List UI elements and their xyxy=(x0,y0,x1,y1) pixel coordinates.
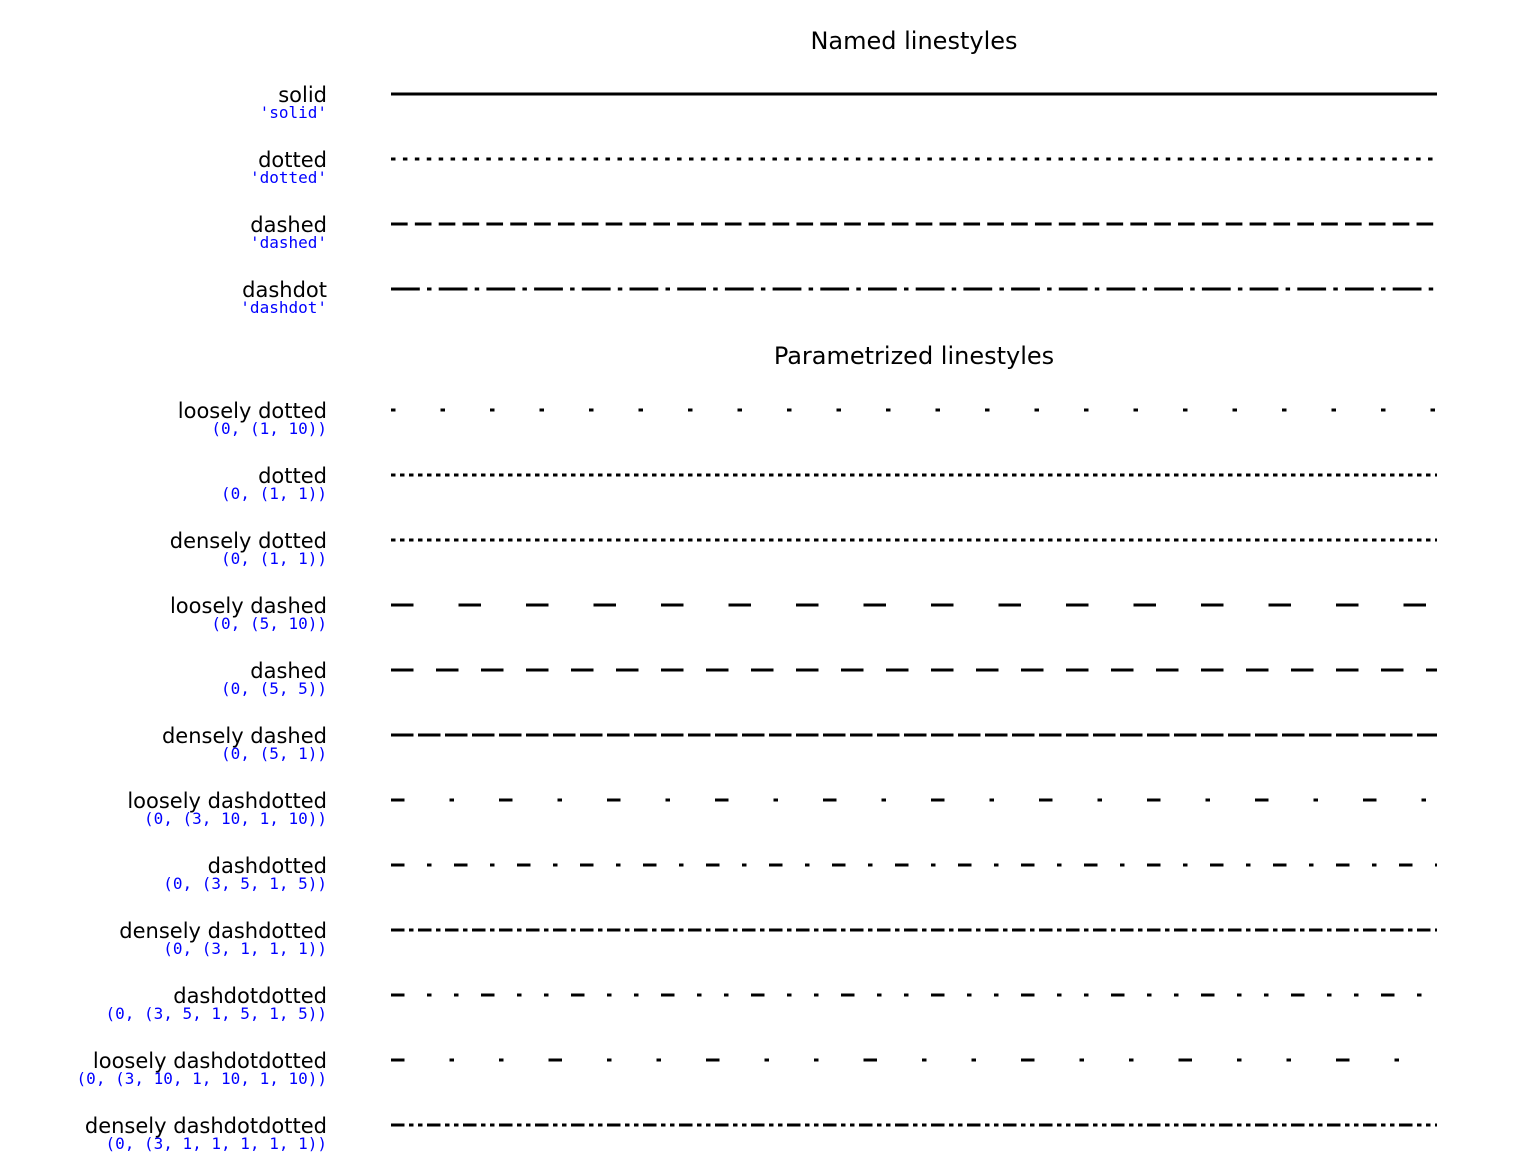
named-dotted-label: dotted xyxy=(258,148,327,172)
param-dashdotdotted-spec: (0, (3, 5, 1, 5, 1, 5)) xyxy=(105,1004,327,1023)
param-loosely-dotted-spec: (0, (1, 10)) xyxy=(211,419,327,438)
linestyle-rows: solid'solid'dotted'dotted'dashed'dashed'… xyxy=(77,83,1437,1153)
param-densely-dashdotdotted-label: densely dashdotdotted xyxy=(85,1114,327,1138)
param-dotted-spec: (0, (1, 1)) xyxy=(221,484,327,503)
named-dashdot-spec: 'dashdot' xyxy=(240,298,327,317)
param-loosely-dashdotdotted-label: loosely dashdotdotted xyxy=(93,1049,327,1073)
param-dashed-label: dashed xyxy=(250,659,327,683)
param-densely-dashdotted-label: densely dashdotted xyxy=(119,919,327,943)
parametrized-linestyles-title: Parametrized linestyles xyxy=(774,342,1054,370)
param-densely-dashdotdotted-spec: (0, (3, 1, 1, 1, 1, 1)) xyxy=(105,1134,327,1153)
named-dashdot-label: dashdot xyxy=(242,278,327,302)
param-densely-dashdotted-spec: (0, (3, 1, 1, 1)) xyxy=(163,939,327,958)
param-loosely-dashed-label: loosely dashed xyxy=(170,594,327,618)
named-solid-spec: 'solid' xyxy=(260,103,327,122)
named-dashed-label: dashed xyxy=(250,213,327,237)
param-loosely-dotted-label: loosely dotted xyxy=(178,399,327,423)
named-linestyles-title: Named linestyles xyxy=(810,27,1017,55)
param-loosely-dashed-spec: (0, (5, 10)) xyxy=(211,614,327,633)
named-dotted-spec: 'dotted' xyxy=(250,168,327,187)
param-densely-dotted-spec: (0, (1, 1)) xyxy=(221,549,327,568)
param-densely-dashed-spec: (0, (5, 1)) xyxy=(221,744,327,763)
param-loosely-dashdotdotted-spec: (0, (3, 10, 1, 10, 1, 10)) xyxy=(77,1069,327,1088)
param-dashdotdotted-label: dashdotdotted xyxy=(173,984,327,1008)
param-densely-dashed-label: densely dashed xyxy=(162,724,327,748)
named-dashed-spec: 'dashed' xyxy=(250,233,327,252)
param-dashdotted-label: dashdotted xyxy=(208,854,327,878)
param-dashdotted-spec: (0, (3, 5, 1, 5)) xyxy=(163,874,327,893)
param-dashed-spec: (0, (5, 5)) xyxy=(221,679,327,698)
named-solid-label: solid xyxy=(278,83,327,107)
param-densely-dotted-label: densely dotted xyxy=(170,529,327,553)
param-loosely-dashdotted-spec: (0, (3, 10, 1, 10)) xyxy=(144,809,327,828)
param-loosely-dashdotted-label: loosely dashdotted xyxy=(127,789,327,813)
param-dotted-label: dotted xyxy=(258,464,327,488)
